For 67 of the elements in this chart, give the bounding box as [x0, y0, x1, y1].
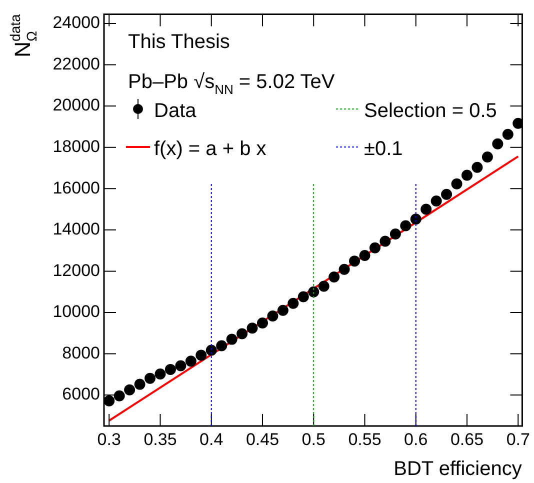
point — [236, 328, 248, 340]
point — [154, 368, 166, 380]
point — [216, 340, 228, 352]
point — [267, 310, 278, 322]
legend-label: Selection = 0.5 — [364, 100, 497, 122]
y-tick-label: 20000 — [52, 96, 100, 115]
point — [196, 350, 207, 361]
point — [410, 214, 422, 225]
x-tick-label: 0.5 — [302, 430, 326, 449]
point — [164, 364, 176, 375]
y-tick-label: 18000 — [52, 137, 100, 156]
y-tick-label: 14000 — [52, 220, 100, 239]
point — [472, 162, 483, 173]
annotation: ±0.1 — [364, 138, 403, 160]
point — [144, 372, 156, 384]
point — [206, 344, 217, 356]
point — [390, 228, 401, 240]
point — [328, 271, 340, 282]
point — [104, 395, 115, 406]
point — [124, 384, 136, 396]
legend-label: Data — [154, 100, 198, 122]
point — [246, 322, 258, 334]
x-tick-label: 0.35 — [144, 430, 177, 449]
x-tick-label: 0.4 — [200, 430, 224, 449]
point — [430, 196, 442, 207]
legend-label: f(x) = a + b x — [154, 138, 266, 160]
point — [400, 220, 412, 232]
point — [349, 256, 360, 267]
point — [462, 170, 472, 181]
point — [308, 286, 320, 298]
point — [288, 298, 299, 309]
point — [359, 250, 370, 261]
point — [502, 128, 514, 140]
point — [256, 318, 268, 328]
x-tick-label: 0.45 — [246, 430, 280, 449]
x-tick-label: 0.6 — [404, 430, 428, 449]
point — [369, 242, 380, 254]
point — [338, 264, 350, 275]
point — [451, 178, 462, 190]
point — [492, 138, 504, 150]
point — [420, 204, 432, 215]
y-tick-label: 12000 — [52, 260, 100, 280]
point — [512, 118, 522, 129]
x-tick-label: 0.65 — [450, 430, 484, 449]
point — [226, 334, 238, 345]
y-tick-label: 24000 — [52, 13, 100, 32]
point — [185, 356, 196, 367]
y-tick-label: 8000 — [62, 343, 100, 362]
x-tick-label: 0.7 — [506, 430, 530, 449]
point — [114, 390, 125, 402]
y-tick-label: 22000 — [52, 54, 100, 74]
x-tick-label: 0.3 — [97, 430, 121, 449]
y-tick-label: 16000 — [52, 178, 100, 198]
annotation: This Thesis — [128, 31, 230, 53]
point — [175, 360, 186, 372]
point — [134, 378, 146, 390]
y-tick-label: 6000 — [62, 384, 100, 404]
x-tick-label: 0.55 — [348, 430, 382, 449]
point — [380, 236, 391, 247]
point — [482, 152, 493, 163]
point — [298, 291, 309, 302]
point — [318, 280, 330, 292]
point — [277, 304, 288, 316]
x-axis-title: BDT efficiency — [394, 458, 522, 480]
y-tick-label: 10000 — [52, 302, 100, 322]
y-axis-title: NΩdata — [7, 14, 40, 58]
point — [441, 188, 452, 200]
